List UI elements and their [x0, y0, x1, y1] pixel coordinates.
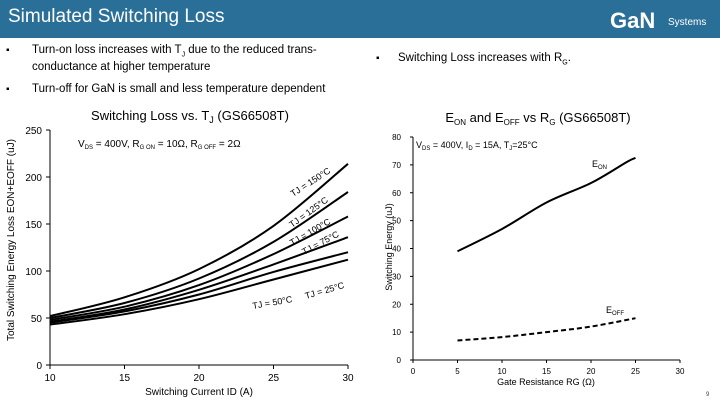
bullet-1: ▪ Turn-on loss increases with TJ due to … — [6, 44, 352, 74]
left-y-tick-label: 150 — [25, 220, 42, 231]
series-label-eoff: EOFF — [606, 305, 624, 317]
left-y-tick-label: 50 — [31, 314, 43, 325]
slide-title: Simulated Switching Loss — [8, 6, 225, 27]
right-x-label: Gate Resistance RG (Ω) — [497, 377, 595, 387]
right-chart-condition: VDS = 400V, ID = 15A, TJ=25°C — [416, 140, 538, 152]
right-x-tick-label: 15 — [542, 367, 551, 376]
left-series-line-3 — [49, 215, 349, 321]
left-chart: Switching Loss vs. TJ (GS66508T) VDS = 4… — [6, 108, 354, 398]
left-annotation-6: TJ = 25°C — [304, 280, 346, 301]
header-bar: Simulated Switching Loss GaN Systems — [0, 0, 720, 38]
left-x-tick-label: 20 — [193, 373, 205, 384]
right-y-tick-label: 50 — [392, 217, 401, 226]
left-annotation-5: TJ = 50°C — [252, 294, 294, 311]
left-y-tick-label: 100 — [25, 267, 42, 278]
right-chart: EON and EOFF vs RG (GS66508T) VDS = 400V… — [384, 110, 685, 387]
svg-text:GaN: GaN — [610, 8, 655, 33]
right-y-tick-label: 80 — [392, 133, 401, 142]
bullet-marker: ▪ — [6, 84, 10, 95]
bullet-2-text: Turn-off for GaN is small and less tempe… — [32, 83, 326, 95]
bullet-marker: ▪ — [376, 53, 380, 64]
left-chart-title: Switching Loss vs. TJ (GS66508T) — [91, 108, 289, 125]
left-series-line-4 — [49, 236, 349, 323]
bullet-2: ▪ Turn-off for GaN is small and less tem… — [6, 83, 372, 96]
right-y-tick-label: 30 — [392, 272, 401, 281]
right-x-tick-label: 30 — [676, 367, 685, 376]
bullet-3-text: Switching Loss increases with RG. — [398, 52, 571, 67]
right-series-line-eoff — [457, 317, 636, 342]
right-y-tick-label: 60 — [392, 189, 401, 198]
gan-systems-logo: GaN Systems — [610, 8, 706, 33]
right-y-tick-label: 70 — [392, 161, 401, 170]
right-y-tick-label: 0 — [397, 356, 402, 365]
bullet-1-text: Turn-on loss increases with TJ due to th… — [32, 44, 317, 59]
left-chart-condition: VDS = 400V, RG ON = 10Ω, RG OFF = 2Ω — [78, 139, 241, 151]
right-x-tick-label: 20 — [587, 367, 596, 376]
right-y-tick-label: 40 — [392, 245, 401, 254]
bullet-1-line2: conductance at higher temperature — [32, 61, 211, 74]
left-x-label: Switching Current ID (A) — [145, 387, 253, 398]
right-y-tick-label: 10 — [392, 328, 401, 337]
left-series-line-5 — [49, 251, 349, 324]
bullet-3: ▪ Switching Loss increases with RG. — [376, 52, 638, 69]
right-x-tick-label: 25 — [631, 367, 640, 376]
left-y-tick-label: 200 — [25, 173, 42, 184]
left-y-tick-label: 250 — [25, 126, 42, 137]
left-series-line-1 — [49, 163, 349, 318]
right-x-tick-label: 0 — [411, 367, 416, 376]
left-x-tick-label: 25 — [268, 373, 280, 384]
right-series-line-eon — [457, 156, 636, 253]
right-x-tick-label: 5 — [455, 367, 460, 376]
page-number: 9 — [706, 392, 710, 398]
left-y-tick-label: 0 — [36, 361, 42, 372]
left-x-tick-label: 10 — [44, 373, 56, 384]
series-label-eon: EON — [592, 159, 607, 171]
svg-text:Systems: Systems — [668, 17, 706, 28]
right-y-label: Switching Energy (uJ) — [384, 203, 394, 291]
right-chart-title: EON and EOFF vs RG (GS66508T) — [445, 110, 630, 127]
right-y-tick-label: 20 — [392, 300, 401, 309]
bullet-marker: ▪ — [6, 45, 10, 56]
left-y-label: Total Switching Energy Loss EON+EOFF (uJ… — [6, 139, 17, 341]
left-x-tick-label: 30 — [342, 373, 354, 384]
left-series-line-6 — [49, 258, 349, 326]
left-series-line-2 — [49, 191, 349, 319]
right-x-tick-label: 10 — [498, 367, 507, 376]
left-x-tick-label: 15 — [119, 373, 131, 384]
